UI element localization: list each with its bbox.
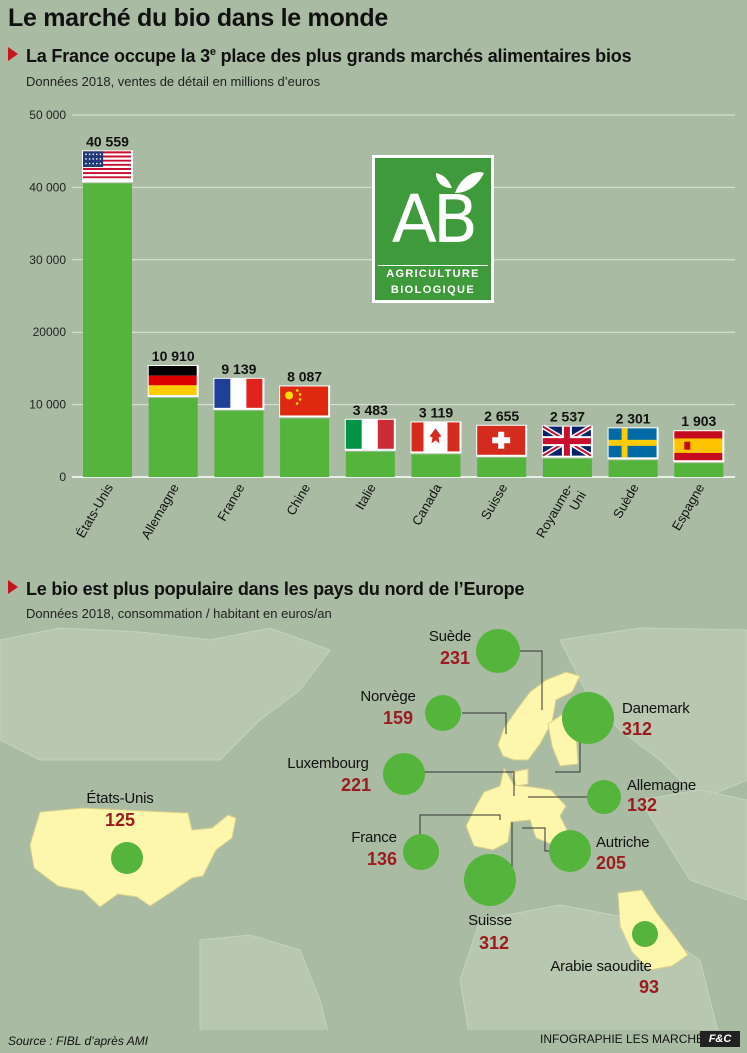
bar [477,457,527,477]
page-title: Le marché du bio dans le monde [8,4,388,32]
bubble [425,695,461,731]
x-tick-label: États-Unis [73,481,116,541]
triangle-bullet-icon [8,47,18,61]
bar [542,458,592,477]
section1-heading: La France occupe la 3e place des plus gr… [8,46,632,67]
value-label: 10 910 [152,348,195,364]
bubble [476,629,520,673]
x-tick-label: Italie [352,481,379,512]
value-label: 3 483 [353,402,388,418]
bar [83,183,132,477]
switzerland-flag-icon [476,424,528,457]
ab-line2: BIOLOGIQUE [390,284,476,296]
leaf-icon [436,172,484,193]
bar [280,418,330,477]
section2-subtitle: Données 2018, consommation / habitant en… [26,606,332,621]
ab-logo: AB AGRICULTURE BIOLOGIQUE [372,155,494,303]
bar [411,454,461,477]
x-tick-label: France [214,481,247,524]
world-map [0,627,747,1030]
value-label: 1 903 [681,413,716,429]
map-label-danemark: Danemark [622,700,690,717]
map-label-allemagne: Allemagne [627,777,697,794]
bubble [562,692,614,744]
europe-shape [465,671,581,851]
bar-chart: 0 10 000 20000 30 000 40 000 50 000 40 559 10 … [29,108,735,548]
x-tick-label: Espagne [669,481,708,533]
y-tick-label: 10 000 [29,398,66,412]
map-value-suisse: 312 [478,933,510,953]
uk-flag-icon [541,424,593,458]
bubble [403,834,439,870]
map-label-arabie-saoudite: Arabie saoudite [550,958,652,975]
x-tick-label: Chine [283,481,313,518]
section2-heading: Le bio est plus populaire dans les pays … [8,579,524,600]
italy-flag-icon [344,418,396,451]
bar [608,460,658,477]
y-tick-label: 20000 [33,325,67,339]
map-value-allemagne: 132 [627,795,658,815]
map-label-norvege: Norvège [360,688,416,705]
credit-text: INFOGRAPHIE LES MARCHÉS [540,1032,713,1046]
map-label-france: France [351,829,397,846]
x-tick-label: Allemagne [138,481,182,542]
value-label: 2 655 [484,408,519,424]
map-label-luxembourg: Luxembourg [287,755,369,772]
bubble [587,780,621,814]
china-flag-icon [279,385,331,418]
map-value-autriche: 205 [596,853,627,873]
bar [148,398,198,477]
x-tick-label: Royaume-Uni [533,481,589,548]
usa-flag-icon [82,150,133,183]
bar [214,410,264,477]
y-tick-label: 30 000 [29,253,66,267]
bubble [383,753,425,795]
value-label: 9 139 [221,361,256,377]
ab-letters: AB [391,181,478,258]
y-tick-label: 50 000 [29,108,66,122]
map-value-france: 136 [366,849,398,869]
map-value-arabie-saoudite: 93 [638,977,660,997]
y-tick-label: 0 [59,470,66,484]
map-value-suede: 231 [439,648,471,668]
map-label-suisse: Suisse [468,912,512,929]
bubble [632,921,658,947]
x-tick-label: Canada [409,480,445,528]
value-label: 2 301 [616,410,651,426]
sweden-flag-icon [607,427,659,460]
germany-flag-icon [147,365,199,398]
spain-flag-icon [673,430,725,463]
value-label: 3 119 [419,404,453,420]
bubble [111,842,143,874]
ab-line1: AGRICULTURE [386,268,480,280]
bar [345,451,395,477]
map-value-danemark: 312 [622,719,653,739]
bar [674,463,724,477]
map-label-etats-unis: États-Unis [86,790,154,807]
x-tick-label: Suisse [478,481,511,522]
x-tick-label: Suède [610,481,642,521]
source-note: Source : FIBL d’après AMI [8,1034,149,1048]
value-label: 8 087 [287,368,322,384]
bubble [549,830,591,872]
map-label-suede: Suède [428,628,472,645]
triangle-bullet-icon [8,580,18,594]
y-tick-label: 40 000 [29,180,66,194]
section1-subtitle: Données 2018, ventes de détail en millio… [26,74,321,89]
value-label: 40 559 [86,133,129,149]
map-value-etats-unis: 125 [104,810,136,830]
map-value-norvege: 159 [382,708,414,728]
map-value-luxembourg: 221 [340,775,372,795]
france-flag-icon [213,377,265,410]
bubble [464,854,516,906]
map-label-autriche: Autriche [596,834,650,851]
publisher-badge: F&C [700,1031,740,1047]
value-label: 2 537 [550,409,585,425]
canada-flag-icon [410,421,462,454]
